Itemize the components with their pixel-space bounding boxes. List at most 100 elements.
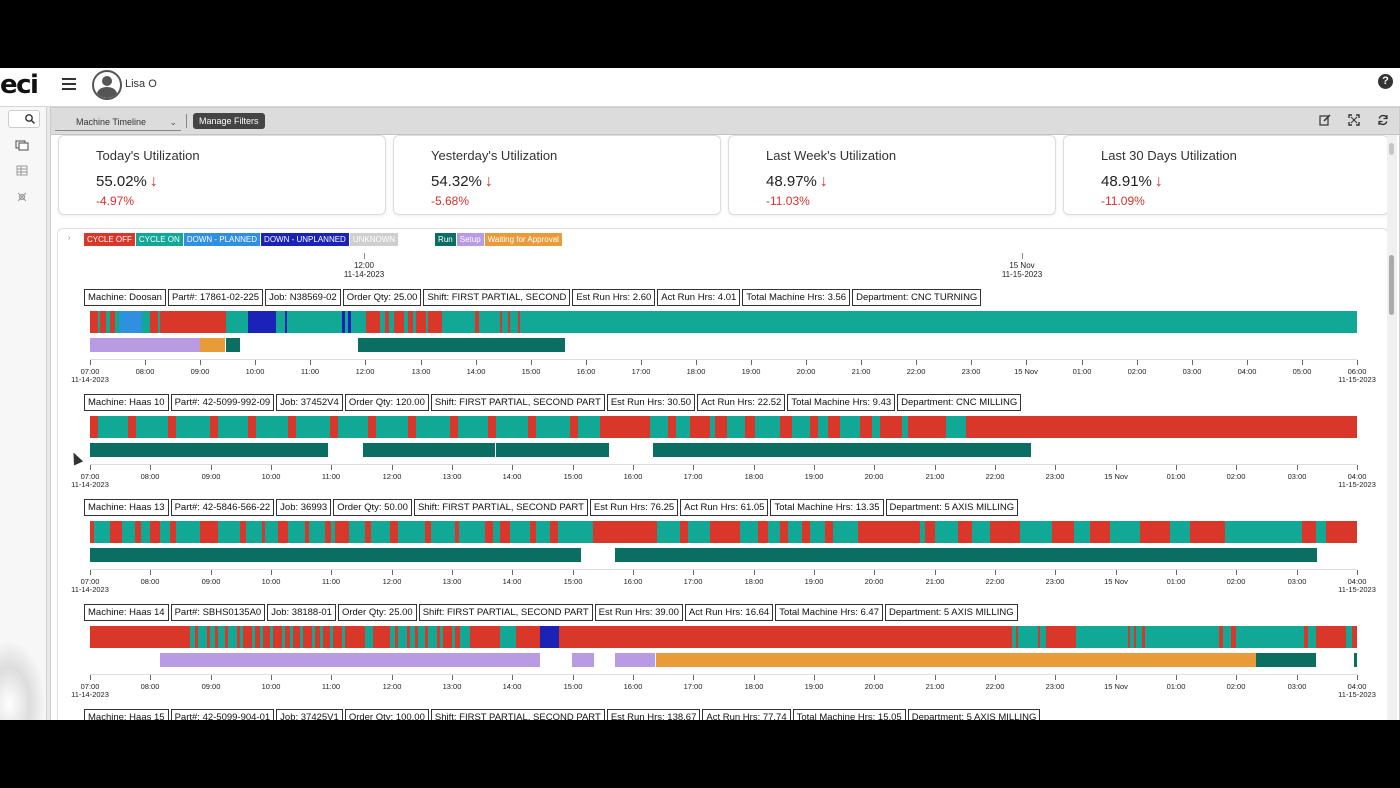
state-segment[interactable] (410, 626, 413, 648)
state-segment[interactable] (270, 626, 273, 648)
state-segment[interactable] (540, 626, 559, 648)
state-segment[interactable] (828, 416, 840, 438)
refresh-icon[interactable] (1376, 114, 1390, 128)
state-segment[interactable] (780, 521, 788, 543)
state-segment[interactable] (966, 416, 1357, 438)
state-segment[interactable] (330, 626, 333, 648)
state-segment[interactable] (385, 311, 389, 333)
state-segment[interactable] (262, 521, 265, 543)
job-status-segment[interactable] (653, 443, 1031, 457)
state-segment[interactable] (215, 626, 218, 648)
state-segment[interactable] (192, 626, 195, 648)
state-segment[interactable] (1302, 521, 1316, 543)
state-segment[interactable] (110, 311, 115, 333)
state-segment[interactable] (390, 521, 398, 543)
state-segment[interactable] (690, 416, 710, 438)
state-segment[interactable] (285, 311, 287, 333)
state-segment[interactable] (305, 521, 309, 543)
edit-icon[interactable] (1318, 114, 1332, 128)
state-segment[interactable] (365, 626, 373, 648)
state-segment[interactable] (425, 626, 428, 648)
state-segment[interactable] (312, 626, 315, 648)
job-status-segment[interactable] (160, 653, 540, 667)
state-segment[interactable] (248, 311, 276, 333)
job-status-segment[interactable] (656, 653, 1256, 667)
state-segment[interactable] (267, 626, 270, 648)
state-segment[interactable] (342, 626, 345, 648)
state-segment[interactable] (415, 626, 418, 648)
state-segment[interactable] (400, 626, 403, 648)
state-segment[interactable] (932, 416, 935, 438)
state-segment[interactable] (285, 626, 288, 648)
state-segment[interactable] (958, 521, 972, 543)
legend-item[interactable]: Run (435, 233, 456, 246)
state-segment[interactable] (90, 416, 98, 438)
state-segment[interactable] (135, 521, 141, 543)
legend-item[interactable]: DOWN - UNPLANNED (261, 233, 349, 246)
state-segment[interactable] (240, 626, 243, 648)
state-segment[interactable] (327, 626, 330, 648)
state-segment[interactable] (350, 626, 360, 648)
state-segment[interactable] (908, 416, 946, 438)
state-segment[interactable] (222, 626, 225, 648)
job-status-segment[interactable] (200, 338, 225, 352)
job-status-segment[interactable] (615, 548, 1317, 562)
state-segment[interactable] (1018, 626, 1038, 648)
state-segment[interactable] (230, 626, 233, 648)
state-segment[interactable] (368, 416, 376, 438)
state-segment[interactable] (227, 311, 247, 333)
state-segment[interactable] (90, 521, 94, 543)
state-segment[interactable] (210, 626, 213, 648)
legend-item[interactable]: CYCLE OFF (84, 233, 135, 246)
state-segment[interactable] (445, 626, 448, 648)
state-segment[interactable] (255, 626, 258, 648)
state-segment[interactable] (245, 626, 248, 648)
state-segment[interactable] (275, 626, 278, 648)
state-segment[interactable] (600, 416, 650, 438)
job-status-segment[interactable] (226, 338, 240, 352)
state-segment[interactable] (150, 521, 160, 543)
state-segment[interactable] (485, 521, 493, 543)
state-segment[interactable] (570, 416, 578, 438)
state-segment[interactable] (880, 416, 902, 438)
scrollbar-thumb[interactable] (1389, 255, 1394, 315)
state-segment[interactable] (90, 311, 98, 333)
state-segment[interactable] (110, 521, 122, 543)
state-segment[interactable] (260, 626, 263, 648)
state-segment[interactable] (925, 521, 935, 543)
state-segment[interactable] (1130, 626, 1134, 648)
job-status-segment[interactable] (572, 653, 594, 667)
state-segment[interactable] (422, 626, 425, 648)
sidebar-search-button[interactable] (8, 110, 40, 128)
job-status-segment[interactable] (1354, 653, 1357, 667)
machine-state-bar[interactable] (90, 311, 1357, 333)
state-segment[interactable] (408, 311, 413, 333)
job-status-segment[interactable] (496, 443, 609, 457)
state-segment[interactable] (195, 626, 198, 648)
state-segment[interactable] (394, 311, 404, 333)
job-status-segment[interactable] (90, 338, 200, 352)
state-segment[interactable] (330, 416, 338, 438)
state-segment[interactable] (407, 626, 410, 648)
dashboard-icon[interactable] (14, 139, 30, 151)
state-segment[interactable] (365, 521, 371, 543)
state-segment[interactable] (1190, 521, 1225, 543)
state-segment[interactable] (1322, 626, 1344, 648)
state-segment[interactable] (120, 311, 142, 333)
state-segment[interactable] (168, 416, 176, 438)
state-segment[interactable] (1326, 521, 1357, 543)
state-segment[interactable] (1140, 521, 1170, 543)
state-segment[interactable] (225, 626, 228, 648)
table-icon[interactable] (14, 165, 30, 177)
state-segment[interactable] (1040, 626, 1046, 648)
state-segment[interactable] (488, 416, 496, 438)
state-segment[interactable] (1052, 521, 1074, 543)
state-segment[interactable] (462, 626, 470, 648)
state-segment[interactable] (802, 521, 810, 543)
state-segment[interactable] (518, 311, 520, 333)
state-segment[interactable] (1346, 626, 1352, 648)
state-segment[interactable] (196, 311, 226, 333)
state-segment[interactable] (780, 416, 792, 438)
legend-item[interactable]: Waiting for Approval (484, 233, 562, 246)
state-segment[interactable] (207, 626, 210, 648)
